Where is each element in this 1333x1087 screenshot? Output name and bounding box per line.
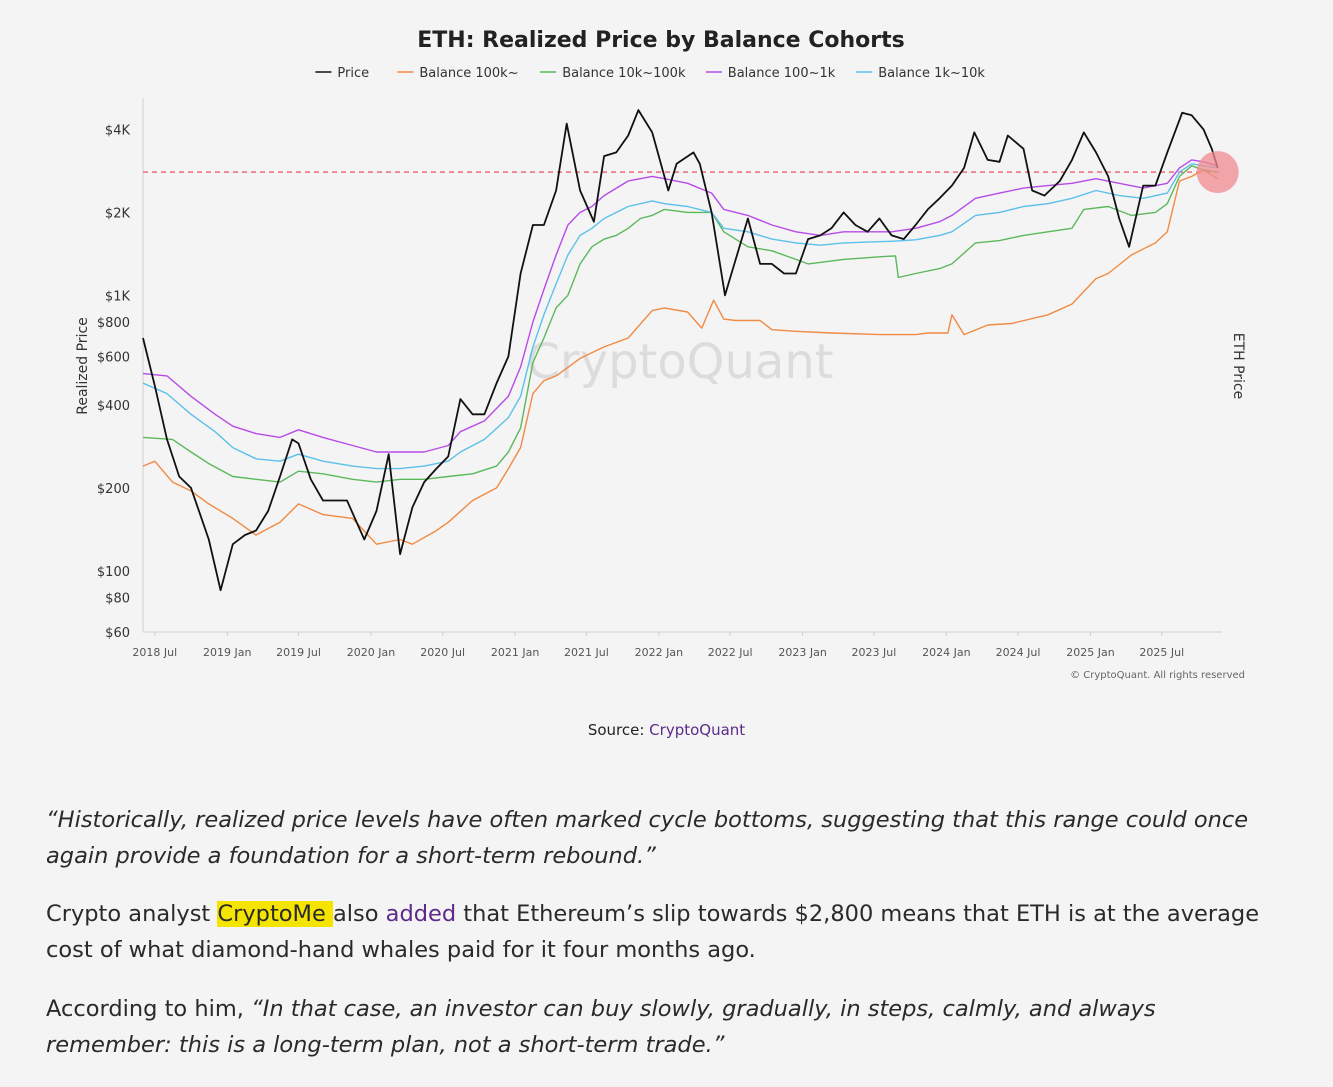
y-axis-label: Realized Price	[75, 317, 91, 415]
chart-title: ETH: Realized Price by Balance Cohorts	[417, 28, 905, 53]
x-tick-label: 2024 Jan	[922, 646, 970, 659]
y-tick-label: $2K	[105, 206, 131, 221]
y-tick-label: $400	[97, 399, 130, 414]
x-tick-label: 2019 Jul	[276, 646, 321, 659]
chart-copyright: © CryptoQuant. All rights reserved	[1070, 670, 1245, 681]
secondary-axis-label: ETH Price	[1230, 333, 1246, 400]
added-link[interactable]: added	[385, 901, 457, 927]
analyst-name-highlight: CryptoMe	[217, 901, 333, 927]
legend-item: Balance 100~1k	[705, 66, 836, 81]
x-tick-label: 2025 Jul	[1139, 646, 1184, 659]
legend-item: Balance 10k~100k	[540, 66, 686, 81]
x-tick-label: 2020 Jul	[420, 646, 465, 659]
highlight-group	[1196, 151, 1239, 194]
paragraph-2-body: that Ethereum’s slip towards $2,800 mean…	[46, 901, 1260, 963]
x-tick-label: 2025 Jan	[1066, 646, 1114, 659]
article-paragraph-2: Crypto analyst CryptoMe also added that …	[46, 896, 1286, 968]
x-tick-label: 2018 Jul	[132, 646, 177, 659]
legend-label: Price	[337, 66, 369, 81]
series-group	[142, 109, 1219, 592]
y-tick-label: $800	[97, 316, 130, 331]
chart-container: ETH: Realized Price by Balance Cohorts P…	[75, 28, 1246, 681]
x-tick-label: 2022 Jul	[708, 646, 753, 659]
series-line-price	[142, 109, 1219, 592]
x-tick-label: 2021 Jul	[564, 646, 609, 659]
article-quote-1: “Historically, realized price levels hav…	[46, 807, 1249, 869]
y-tick-label: $60	[105, 626, 130, 641]
legend-label: Balance 10k~100k	[562, 66, 686, 81]
legend-label: Balance 100k~	[419, 66, 518, 81]
y-tick-label: $4K	[105, 123, 131, 138]
series-line-balance-1k-10k	[142, 163, 1218, 470]
series-line-balance-100-1k	[142, 159, 1218, 453]
highlight-marker	[1196, 151, 1239, 194]
x-tick-label: 2023 Jul	[852, 646, 897, 659]
y-tick-label: $80	[105, 592, 130, 607]
realized-price-chart: ETH: Realized Price by Balance Cohorts P…	[75, 28, 1246, 681]
paragraph-2-also: also	[332, 901, 386, 927]
chart-axes: $4K $2K $1K $800 $600 $400 $200 $100 $80 $602018 …	[97, 98, 1222, 659]
source-link[interactable]: CryptoQuant	[649, 721, 746, 739]
legend-item: Balance 100k~	[397, 66, 519, 81]
x-tick-label: 2020 Jan	[347, 646, 395, 659]
legend-item: Balance 1k~10k	[856, 66, 985, 81]
paragraph-3-intro: According to him,	[46, 996, 252, 1022]
y-tick-label: $200	[97, 482, 130, 497]
series-line-balance-100k	[142, 169, 1219, 545]
chart-watermark: CryptoQuant	[526, 334, 833, 390]
paragraph-3-quote: “In that case, an investor can buy slowl…	[46, 996, 1156, 1058]
series-line-balance-10k-100k	[142, 165, 1218, 483]
legend-label: Balance 100~1k	[728, 66, 836, 81]
x-tick-label: 2024 Jul	[996, 646, 1041, 659]
y-tick-label: $1K	[105, 289, 131, 304]
paragraph-2-intro: Crypto analyst	[46, 901, 218, 927]
legend-label: Balance 1k~10k	[878, 66, 985, 81]
y-tick-label: $100	[97, 565, 130, 580]
x-tick-label: 2023 Jan	[778, 646, 826, 659]
x-tick-label: 2021 Jan	[491, 646, 539, 659]
legend-item: Price	[315, 66, 369, 81]
x-tick-label: 2019 Jan	[203, 646, 251, 659]
article-paragraph-3: According to him, “In that case, an inve…	[46, 991, 1286, 1063]
x-tick-label: 2022 Jan	[635, 646, 683, 659]
y-tick-label: $600	[97, 350, 130, 365]
source-label: Source:	[587, 721, 645, 739]
chart-legend: Price Balance 100k~ Balance 10k~100k Balanc…	[315, 66, 985, 81]
chart-source: Source: CryptoQuant	[0, 721, 1333, 739]
